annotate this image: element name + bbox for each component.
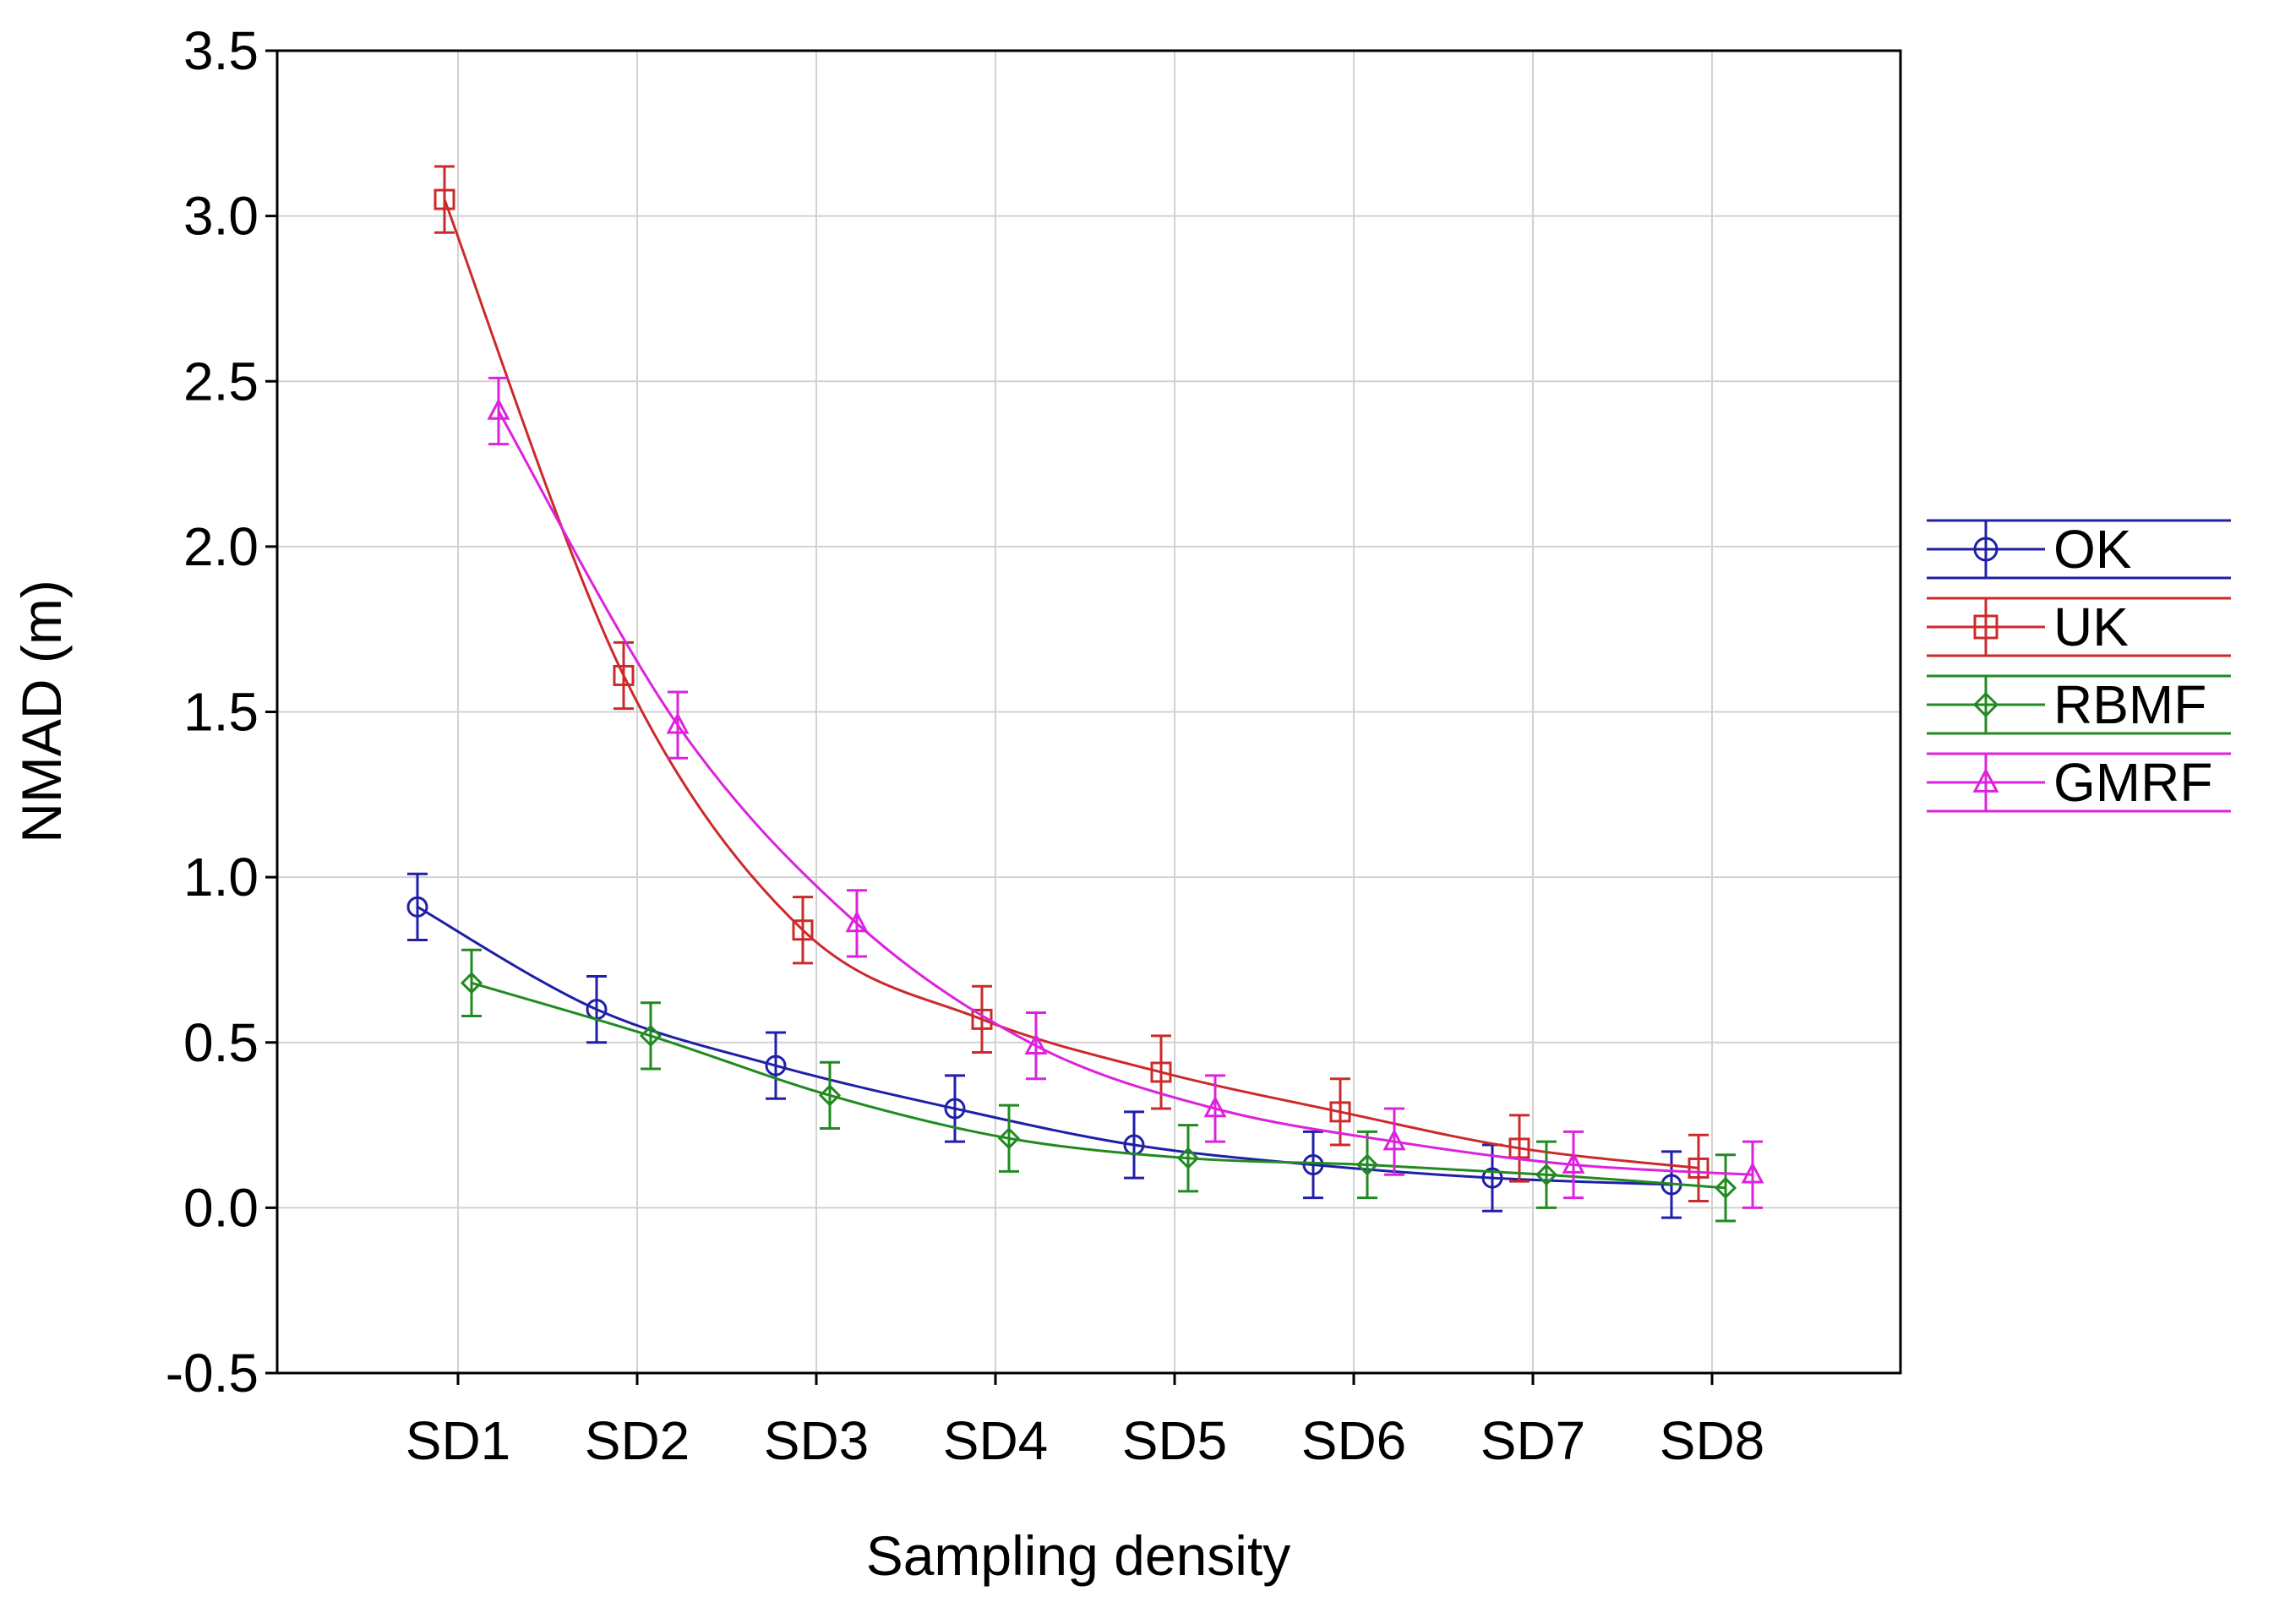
x-tick-label: SD2 xyxy=(585,1410,690,1471)
series-line-rbmf xyxy=(471,981,1726,1190)
data-point-rbmf xyxy=(1535,1164,1558,1186)
legend-label-rbmf: RBMF xyxy=(2053,674,2206,735)
data-point-rbmf xyxy=(1355,1153,1379,1176)
y-tick-label: 3.0 xyxy=(183,186,259,247)
x-tick-label: SD1 xyxy=(406,1410,511,1471)
legend-item-ok: OK xyxy=(1927,519,2231,580)
y-tick-label: 1.5 xyxy=(183,682,259,743)
data-point-uk xyxy=(1508,1137,1530,1159)
x-axis-label: Sampling density xyxy=(866,1524,1291,1587)
grid-layer xyxy=(277,51,1900,1373)
legend-item-uk: UK xyxy=(1927,597,2231,657)
legend-label-uk: UK xyxy=(2053,597,2129,657)
series-gmrf xyxy=(487,376,1764,1209)
y-axis-label: NMAD (m) xyxy=(10,580,73,843)
data-point-rbmf xyxy=(1714,1176,1737,1200)
data-point-uk xyxy=(1688,1157,1710,1179)
series-uk xyxy=(434,165,1710,1203)
y-tick-label: 0.5 xyxy=(183,1012,259,1073)
data-point-ok xyxy=(765,1055,787,1076)
data-point-uk xyxy=(792,919,814,941)
data-point-rbmf xyxy=(997,1127,1021,1150)
data-point-uk xyxy=(1150,1061,1172,1083)
data-point-gmrf xyxy=(666,711,690,734)
legend-item-gmrf: GMRF xyxy=(1927,752,2231,813)
data-point-gmrf xyxy=(1562,1152,1585,1174)
data-point-gmrf xyxy=(1024,1033,1048,1055)
x-tick-label: SD4 xyxy=(943,1410,1049,1471)
legend-label-gmrf: GMRF xyxy=(2053,752,2212,813)
tick-layer: -0.5 0.0 0.5 1.0 1.5 2.0 2.5 3.0 3.5 SD1 SD2 SD3 SD4… xyxy=(166,20,1765,1471)
x-tick-label: SD5 xyxy=(1122,1410,1228,1471)
data-point-ok xyxy=(406,896,428,918)
data-point-rbmf xyxy=(818,1084,842,1107)
x-tick-label: SD6 xyxy=(1301,1410,1407,1471)
series-line-gmrf xyxy=(497,410,1753,1176)
y-tick-label: 3.5 xyxy=(183,20,259,81)
data-point-ok xyxy=(1481,1167,1503,1189)
data-point-gmrf xyxy=(487,398,510,420)
data-point-rbmf xyxy=(1176,1147,1200,1169)
data-point-uk xyxy=(1329,1101,1351,1123)
legend-label-ok: OK xyxy=(2053,519,2131,580)
data-point-gmrf xyxy=(1741,1161,1764,1184)
legend-item-rbmf: RBMF xyxy=(1927,674,2231,735)
data-point-uk xyxy=(613,664,635,686)
x-tick-label: SD3 xyxy=(764,1410,870,1471)
x-tick-label: SD8 xyxy=(1660,1410,1765,1471)
data-point-ok xyxy=(944,1098,966,1120)
data-point-uk xyxy=(434,188,455,210)
data-point-ok xyxy=(1302,1154,1324,1176)
data-point-gmrf xyxy=(1203,1095,1227,1118)
y-tick-label: 0.0 xyxy=(183,1177,259,1238)
series-ok xyxy=(406,872,1682,1219)
legend-marker-gmrf xyxy=(1972,767,1999,793)
x-tick-label: SD7 xyxy=(1481,1410,1586,1471)
data-point-gmrf xyxy=(845,910,869,933)
y-tick-label: -0.5 xyxy=(166,1343,259,1403)
legend-marker-uk xyxy=(1973,614,1999,640)
data-point-rbmf xyxy=(460,972,483,995)
series-line-ok xyxy=(417,906,1672,1186)
legend: OK UK RBMF GMRF xyxy=(1927,519,2231,813)
data-point-gmrf xyxy=(1382,1128,1406,1151)
y-tick-label: 1.0 xyxy=(183,847,259,907)
series-layer xyxy=(406,165,1764,1223)
y-tick-label: 2.5 xyxy=(183,351,259,411)
legend-marker-ok xyxy=(1973,537,1999,562)
data-point-uk xyxy=(971,1008,993,1030)
legend-marker-rbmf xyxy=(1972,691,1999,718)
series-rbmf xyxy=(460,948,1737,1223)
y-tick-label: 2.0 xyxy=(183,516,259,577)
data-point-rbmf xyxy=(639,1024,663,1048)
